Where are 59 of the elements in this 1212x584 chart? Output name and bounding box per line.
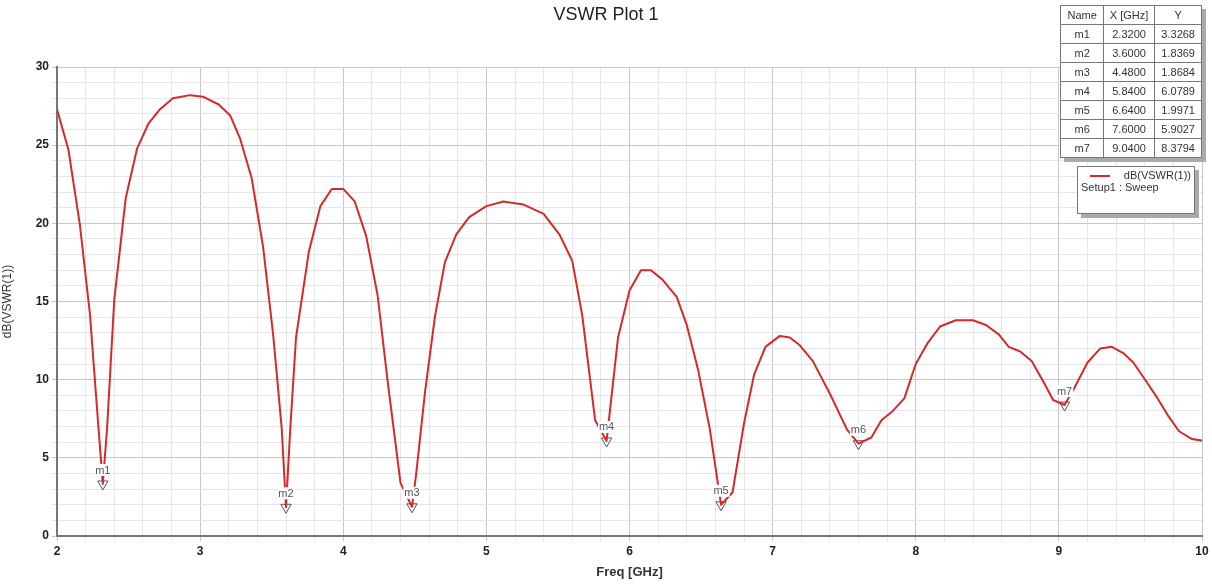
text: Y — [1154, 5, 1202, 25]
legend-label: dB(VSWR(1)) — [1122, 169, 1191, 181]
annotation: 6.6400 — [1103, 100, 1155, 120]
y-tick-label: 5 — [42, 450, 50, 465]
x-tick-label: 5 — [483, 543, 491, 558]
annotation: m6 — [1060, 119, 1104, 139]
x-tick-label: 8 — [912, 543, 920, 558]
x-tick-label: 2 — [53, 543, 61, 558]
y-tick-label: 15 — [35, 293, 50, 308]
annotation: 5.9027 — [1154, 119, 1202, 139]
x-tick-label: 9 — [1055, 543, 1063, 558]
data-label: m6 — [850, 423, 867, 436]
text: m2 — [1060, 43, 1104, 63]
text: m1 — [1060, 24, 1104, 44]
y-tick-label: 20 — [35, 215, 50, 230]
annotation: 7.6000 — [1103, 119, 1155, 139]
data-label: m3 — [404, 486, 420, 499]
annotation: m3 — [1060, 62, 1104, 82]
x-tick-label: 10 — [1195, 543, 1209, 558]
point — [406, 503, 418, 514]
annotation: 8.3794 — [1154, 138, 1202, 158]
y-tick-label: 10 — [35, 371, 50, 386]
point — [97, 480, 109, 491]
point — [280, 503, 292, 514]
y-tick-label: 0 — [42, 528, 50, 543]
annotation: 1.8684 — [1154, 62, 1202, 82]
text: Name — [1060, 5, 1104, 25]
annotation: Setup1 : Sweep — [1081, 181, 1160, 193]
y-tick-label: 30 — [35, 59, 50, 74]
data-label: m2 — [278, 486, 294, 499]
annotation: m4 — [1060, 81, 1104, 101]
x-axis-title: Freq [GHz] — [596, 563, 663, 579]
data-label: m4 — [598, 420, 615, 433]
text: 1.8369 — [1154, 43, 1202, 63]
text: X [GHz] — [1103, 5, 1155, 25]
annotation: 9.0400 — [1103, 138, 1155, 158]
annotation: 5.8400 — [1103, 81, 1155, 101]
point — [600, 437, 613, 448]
data-label: m7 — [1056, 384, 1073, 397]
text: 3.3268 — [1154, 24, 1202, 44]
annotation: 6.0789 — [1154, 81, 1202, 101]
annotation: m7 — [1060, 138, 1104, 158]
x-tick-label: 3 — [196, 543, 204, 558]
x-tick-label: 6 — [626, 543, 634, 558]
chart-title: VSWR Plot 1 — [553, 4, 659, 24]
data-label: m5 — [713, 484, 729, 497]
annotation: 1.9971 — [1154, 100, 1202, 120]
data-label: m1 — [95, 463, 111, 476]
annotation: m5 — [1060, 100, 1104, 120]
x-tick-label: 4 — [339, 543, 347, 558]
y-tick-label: 25 — [35, 137, 50, 152]
point — [852, 440, 865, 451]
text: 2.3200 — [1103, 24, 1155, 44]
text: 3.6000 — [1103, 43, 1155, 63]
annotation: 4.4800 — [1103, 62, 1155, 82]
point — [715, 501, 727, 512]
x-tick-label: 7 — [769, 543, 777, 558]
y-axis-title: dB(VSWR(1)) — [0, 264, 14, 339]
point — [1058, 401, 1071, 412]
